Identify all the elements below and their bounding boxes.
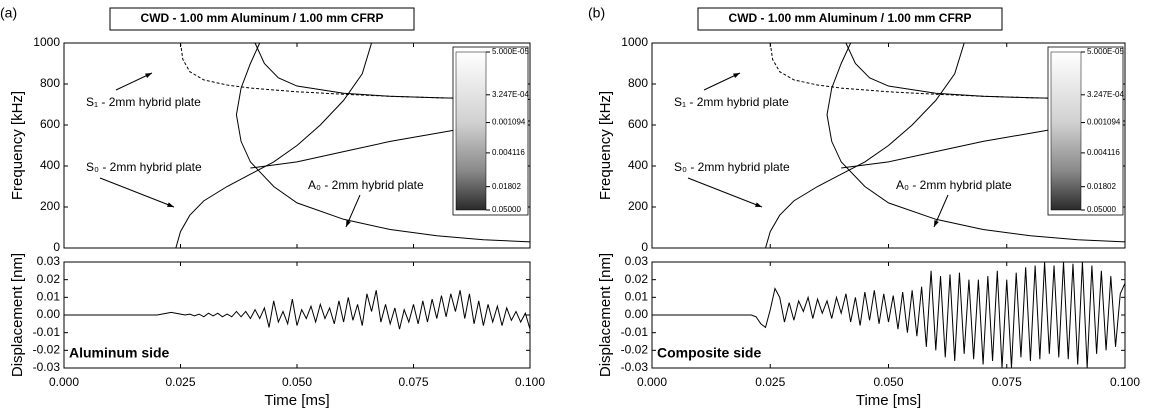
annotation-arrow: [687, 177, 763, 208]
colorbar-tick-label: 0.05000: [492, 205, 521, 214]
chart-title: CWD - 1.00 mm Aluminum / 1.00 mm CFRP: [729, 11, 972, 25]
colorbar-tick-label: 0.004116: [1087, 148, 1120, 157]
signal-line: [652, 262, 1125, 368]
dispersion-curve: [765, 43, 965, 248]
colorbar-tick-label: 3.247E-04: [492, 90, 529, 99]
colorbar-tick-label: 3.247E-04: [1087, 90, 1124, 99]
y-tick-label: 200: [40, 199, 60, 213]
annotation: A₀ - 2mm hybrid plate: [308, 178, 424, 192]
y-axis-label: Displacement [nm]: [9, 253, 26, 377]
x-tick-label: 0.100: [1110, 375, 1140, 389]
y-tick-label: 0.00: [625, 307, 649, 321]
dispersion-curve: [235, 43, 530, 243]
y-tick-label: 1000: [33, 35, 60, 49]
annotation: S₁ - 2mm hybrid plate: [674, 95, 789, 109]
y-tick-label: 400: [40, 158, 60, 172]
y-tick-label: 0.01: [37, 290, 61, 304]
colorbar-tick-label: 0.05000: [1087, 205, 1116, 214]
dispersion-curve: [180, 43, 530, 101]
colorbar-tick-label: 0.004116: [492, 148, 525, 157]
y-tick-label: -0.02: [621, 343, 649, 357]
y-tick-label: 0.03: [625, 254, 649, 268]
y-tick-label: 0.03: [37, 254, 61, 268]
colorbar-tick-label: 5.000E-05: [1087, 47, 1124, 56]
arrow-head: [934, 220, 939, 227]
x-axis-label: Time [ms]: [264, 392, 329, 409]
y-tick-label: 0: [641, 240, 648, 254]
colorbar-gradient: [1050, 51, 1082, 211]
y-tick-label: 200: [628, 199, 648, 213]
title-box: [109, 7, 415, 31]
y-tick-label: 0.02: [37, 272, 61, 286]
arrow-head: [167, 202, 174, 207]
colorbar-gradient: [455, 51, 487, 211]
annotation: A₀ - 2mm hybrid plate: [896, 178, 1012, 192]
arrow-head: [755, 202, 762, 207]
y-tick-label: -0.02: [33, 343, 61, 357]
x-axis-label: Time [ms]: [856, 392, 921, 409]
annotation: S₀ - 2mm hybrid plate: [86, 160, 202, 174]
y-tick-label: -0.01: [621, 325, 649, 339]
y-tick-label: 800: [628, 76, 648, 90]
x-tick-label: 0.050: [873, 375, 903, 389]
colorbar-tick-label: 0.001094: [1087, 118, 1121, 127]
x-tick-label: 0.000: [637, 375, 667, 389]
y-tick-label: 0: [53, 240, 60, 254]
panel-label: (b): [588, 5, 605, 21]
signal-line: [64, 290, 530, 330]
x-tick-label: 0.025: [755, 375, 785, 389]
annotation-arrow: [703, 72, 741, 91]
colorbar-tick-label: 5.000E-05: [492, 47, 529, 56]
panel-label: (a): [0, 5, 17, 21]
x-tick-label: 0.075: [992, 375, 1022, 389]
inset-label: Aluminum side: [69, 345, 170, 361]
y-tick-label: -0.01: [33, 325, 61, 339]
colorbar-tick-label: 0.001094: [492, 118, 526, 127]
y-tick-label: -0.03: [33, 360, 61, 374]
y-axis-label: Frequency [kHz]: [597, 91, 614, 200]
y-axis-label: Displacement [nm]: [597, 253, 614, 377]
colorbar-tick-label: 0.01802: [492, 182, 521, 191]
y-axis-label: Frequency [kHz]: [9, 91, 26, 200]
y-tick-label: 0.00: [37, 307, 61, 321]
y-tick-label: 0.01: [625, 290, 649, 304]
dispersion-curve: [826, 43, 1125, 243]
y-tick-label: 600: [628, 117, 648, 131]
annotation-arrow: [99, 177, 175, 208]
x-tick-label: 0.000: [49, 375, 79, 389]
y-tick-label: 600: [40, 117, 60, 131]
x-tick-label: 0.050: [282, 375, 312, 389]
x-tick-label: 0.100: [515, 375, 545, 389]
x-tick-label: 0.025: [165, 375, 195, 389]
dispersion-curve: [175, 43, 373, 248]
annotation-arrow: [115, 72, 153, 91]
x-tick-label: 0.075: [398, 375, 428, 389]
y-tick-label: 400: [628, 158, 648, 172]
arrow-head: [145, 73, 152, 78]
inset-label: Composite side: [657, 345, 761, 361]
y-tick-label: 1000: [621, 35, 648, 49]
colorbar-tick-label: 0.01802: [1087, 182, 1116, 191]
annotation: S₁ - 2mm hybrid plate: [86, 95, 201, 109]
annotation: S₀ - 2mm hybrid plate: [674, 160, 790, 174]
y-tick-label: -0.03: [621, 360, 649, 374]
y-tick-label: 800: [40, 76, 60, 90]
arrow-head: [733, 73, 740, 78]
y-tick-label: 0.02: [625, 272, 649, 286]
chart-title: CWD - 1.00 mm Aluminum / 1.00 mm CFRP: [141, 11, 384, 25]
title-box: [697, 7, 1003, 31]
arrow-head: [346, 220, 351, 227]
